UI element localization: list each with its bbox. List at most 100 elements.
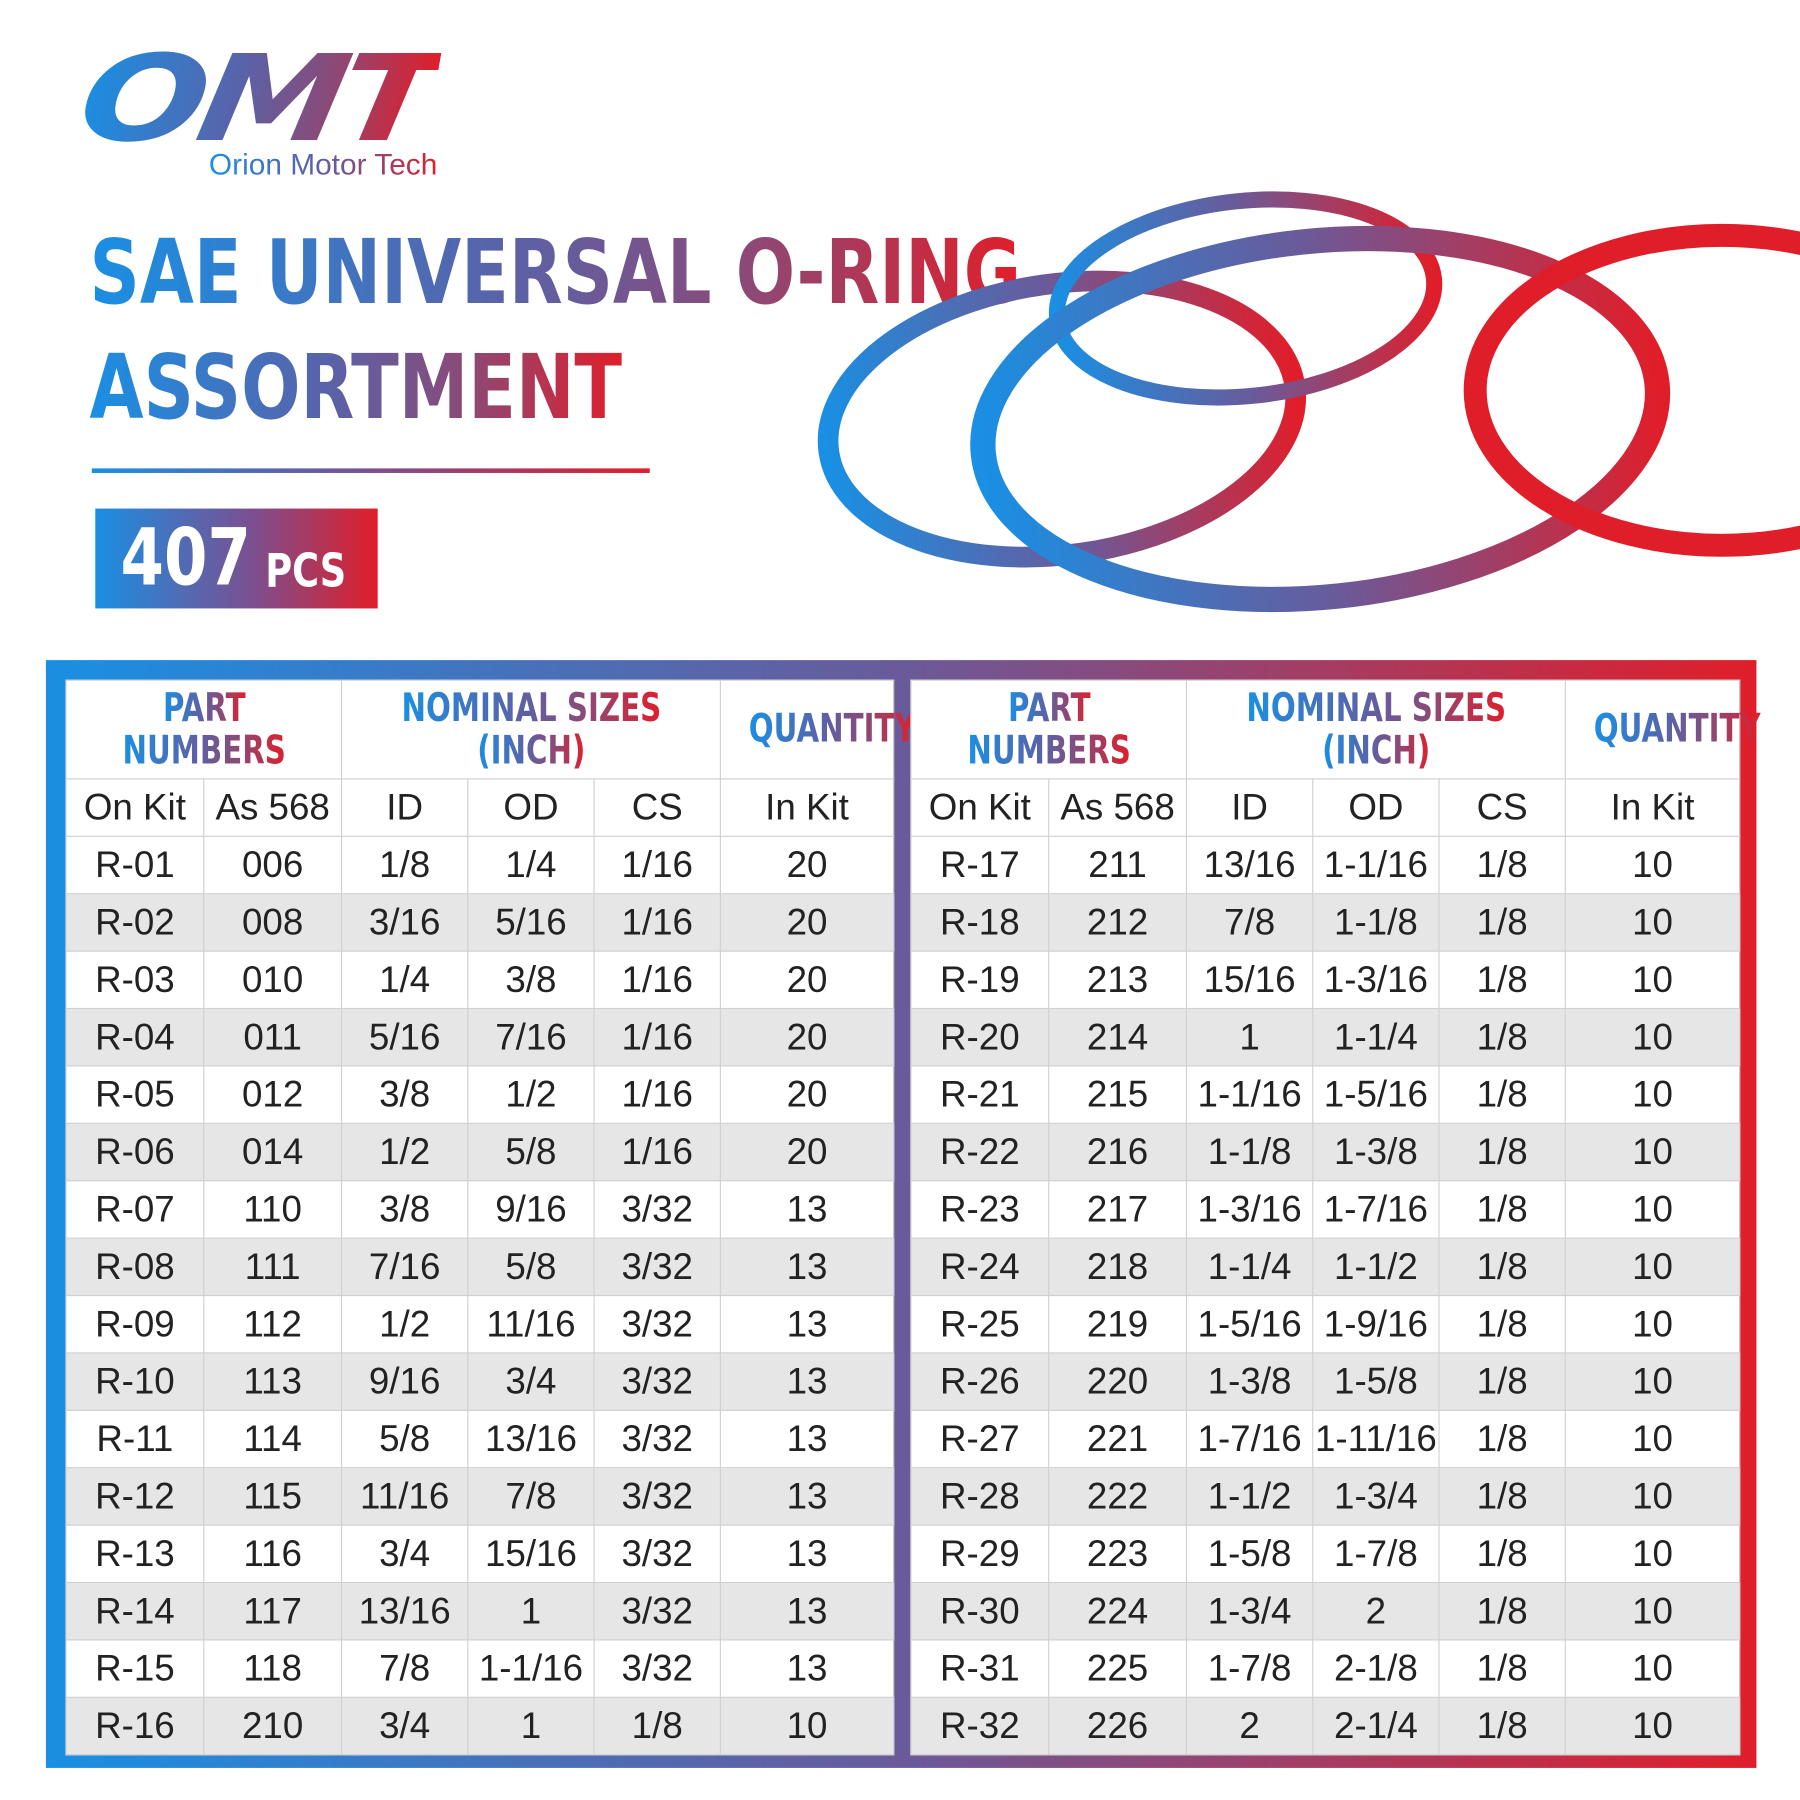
cell-od: 1-7/8 xyxy=(1312,1524,1440,1584)
col-in-kit: In Kit xyxy=(1564,778,1741,837)
cell-in-kit: 10 xyxy=(1564,893,1741,952)
col-id: ID xyxy=(340,778,469,837)
col-od: OD xyxy=(467,778,595,837)
cell-cs: 1/16 xyxy=(593,1007,721,1067)
table-row: R-01 006 1/8 1/4 1/16 20 xyxy=(65,835,895,895)
cell-as-568: 114 xyxy=(203,1409,343,1469)
header-nominal-sizes: NOMINAL SIZES (INCH) xyxy=(1185,679,1566,780)
cell-as-568: 113 xyxy=(203,1352,343,1411)
cell-cs: 1/8 xyxy=(1438,1524,1566,1584)
cell-od: 1 xyxy=(467,1696,595,1756)
table-row: R-27 221 1-7/16 1-11/16 1/8 10 xyxy=(910,1409,1741,1469)
cell-in-kit: 20 xyxy=(719,1065,895,1124)
table-row: R-18 212 7/8 1-1/8 1/8 10 xyxy=(910,893,1741,952)
cell-in-kit: 10 xyxy=(1564,1352,1741,1411)
cell-on-kit: R-14 xyxy=(65,1581,205,1641)
cell-od: 1-7/16 xyxy=(1312,1180,1440,1239)
cell-in-kit: 20 xyxy=(719,950,895,1010)
cell-on-kit: R-09 xyxy=(65,1294,205,1354)
cell-cs: 1/8 xyxy=(1438,893,1566,952)
cell-as-568: 225 xyxy=(1048,1639,1188,1698)
cell-cs: 1/8 xyxy=(1438,1294,1566,1354)
cell-id: 7/8 xyxy=(1185,893,1314,952)
omt-logo: OMT Orion Motor Tech xyxy=(69,29,471,185)
cell-cs: 1/16 xyxy=(593,1122,721,1182)
table-row: R-22 216 1-1/8 1-3/8 1/8 10 xyxy=(910,1122,1741,1182)
table-row: R-09 112 1/2 11/16 3/32 13 xyxy=(65,1294,895,1354)
cell-od: 2-1/4 xyxy=(1312,1696,1440,1756)
column-header-row: On Kit As 568 ID OD CS In Kit xyxy=(910,778,1741,837)
table-row: R-02 008 3/16 5/16 1/16 20 xyxy=(65,893,895,952)
cell-cs: 3/32 xyxy=(593,1581,721,1641)
table-row: R-15 118 7/8 1-1/16 3/32 13 xyxy=(65,1639,895,1698)
cell-cs: 1/16 xyxy=(593,1065,721,1124)
cell-id: 1 xyxy=(1185,1007,1314,1067)
cell-id: 7/16 xyxy=(340,1237,469,1297)
col-cs: CS xyxy=(1438,778,1566,837)
cell-on-kit: R-08 xyxy=(65,1237,205,1297)
cell-id: 15/16 xyxy=(1185,950,1314,1010)
table-row: R-26 220 1-3/8 1-5/8 1/8 10 xyxy=(910,1352,1741,1411)
cell-in-kit: 13 xyxy=(719,1180,895,1239)
cell-on-kit: R-01 xyxy=(65,835,205,895)
cell-on-kit: R-12 xyxy=(65,1467,205,1526)
cell-cs: 3/32 xyxy=(593,1409,721,1469)
cell-as-568: 212 xyxy=(1048,893,1188,952)
cell-id: 1/2 xyxy=(340,1294,469,1354)
o-rings-illustration xyxy=(817,191,1800,613)
header-nominal-sizes: NOMINAL SIZES (INCH) xyxy=(340,679,721,780)
table-row: R-08 111 7/16 5/8 3/32 13 xyxy=(65,1237,895,1297)
cell-cs: 1/8 xyxy=(1438,1639,1566,1698)
cell-od: 1-1/2 xyxy=(1312,1237,1440,1297)
col-as-568: As 568 xyxy=(203,778,343,837)
col-as-568: As 568 xyxy=(1048,778,1188,837)
cell-od: 1 xyxy=(467,1581,595,1641)
cell-in-kit: 20 xyxy=(719,835,895,895)
table-row: R-31 225 1-7/8 2-1/8 1/8 10 xyxy=(910,1639,1741,1698)
cell-id: 1-3/4 xyxy=(1185,1581,1314,1641)
cell-id: 11/16 xyxy=(340,1467,469,1526)
col-cs: CS xyxy=(593,778,721,837)
cell-as-568: 219 xyxy=(1048,1294,1188,1354)
cell-id: 1-1/16 xyxy=(1185,1065,1314,1124)
table-row: R-19 213 15/16 1-3/16 1/8 10 xyxy=(910,950,1741,1010)
cell-id: 1-1/8 xyxy=(1185,1122,1314,1182)
o-ring-center xyxy=(970,225,1671,613)
cell-cs: 1/8 xyxy=(1438,1007,1566,1067)
cell-od: 1-3/4 xyxy=(1312,1467,1440,1526)
cell-in-kit: 13 xyxy=(719,1524,895,1584)
table-row: R-21 215 1-1/16 1-5/16 1/8 10 xyxy=(910,1065,1741,1124)
cell-as-568: 008 xyxy=(203,893,343,952)
cell-on-kit: R-03 xyxy=(65,950,205,1010)
cell-id: 3/16 xyxy=(340,893,469,952)
cell-in-kit: 10 xyxy=(1564,1237,1741,1297)
title-line-1: SAE UNIVERSAL O-RING xyxy=(89,221,1022,325)
table-row: R-11 114 5/8 13/16 3/32 13 xyxy=(65,1409,895,1469)
cell-as-568: 011 xyxy=(203,1007,343,1067)
cell-on-kit: R-29 xyxy=(910,1524,1050,1584)
cell-id: 3/4 xyxy=(340,1524,469,1584)
cell-od: 7/16 xyxy=(467,1007,595,1067)
piece-count: 407 xyxy=(120,513,251,604)
table-row: R-20 214 1 1-1/4 1/8 10 xyxy=(910,1007,1741,1067)
table-row: R-25 219 1-5/16 1-9/16 1/8 10 xyxy=(910,1294,1741,1354)
cell-cs: 3/32 xyxy=(593,1180,721,1239)
cell-od: 1-1/4 xyxy=(1312,1007,1440,1067)
cell-id: 13/16 xyxy=(1185,835,1314,895)
cell-as-568: 224 xyxy=(1048,1581,1188,1641)
column-header-row: On Kit As 568 ID OD CS In Kit xyxy=(65,778,895,837)
cell-on-kit: R-04 xyxy=(65,1007,205,1067)
cell-on-kit: R-25 xyxy=(910,1294,1050,1354)
cell-on-kit: R-23 xyxy=(910,1180,1050,1239)
cell-as-568: 220 xyxy=(1048,1352,1188,1411)
table-row: R-17 211 13/16 1-1/16 1/8 10 xyxy=(910,835,1741,895)
cell-in-kit: 13 xyxy=(719,1237,895,1297)
cell-od: 3/8 xyxy=(467,950,595,1010)
table-row: R-07 110 3/8 9/16 3/32 13 xyxy=(65,1180,895,1239)
cell-as-568: 213 xyxy=(1048,950,1188,1010)
cell-cs: 3/32 xyxy=(593,1294,721,1354)
cell-cs: 3/32 xyxy=(593,1639,721,1698)
cell-od: 5/16 xyxy=(467,893,595,952)
cell-od: 1-3/8 xyxy=(1312,1122,1440,1182)
cell-od: 1-5/8 xyxy=(1312,1352,1440,1411)
